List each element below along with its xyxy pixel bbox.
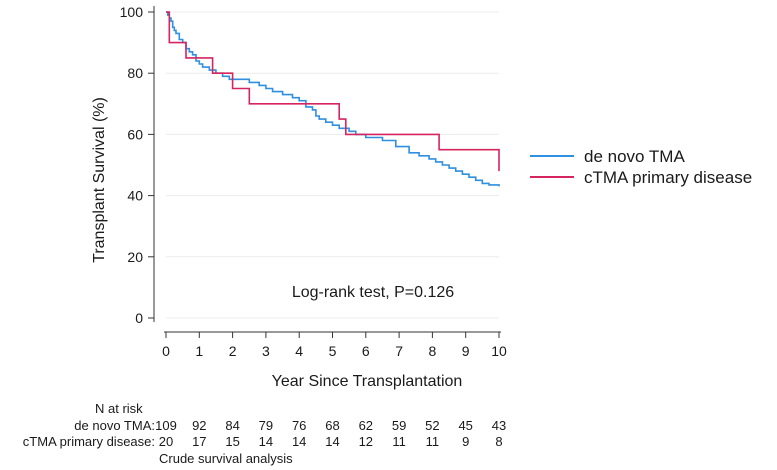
- x-tick-label: 7: [395, 343, 403, 359]
- x-tick-label: 10: [491, 343, 507, 359]
- y-axis-label: Transplant Survival (%): [91, 97, 108, 263]
- risk-row-label-de-novo: de novo TMA:: [74, 418, 155, 433]
- legend-label-de-novo: de novo TMA: [584, 147, 685, 166]
- risk-value: 20: [159, 434, 173, 449]
- risk-table: N at risk de novo TMA: cTMA primary dise…: [23, 401, 506, 466]
- logrank-annotation: Log-rank test, P=0.126: [292, 284, 454, 301]
- risk-value: 76: [292, 418, 306, 433]
- x-tick-label: 4: [295, 343, 303, 359]
- legend: de novo TMA cTMA primary disease: [530, 147, 752, 187]
- risk-value: 84: [225, 418, 239, 433]
- risk-value: 109: [155, 418, 177, 433]
- x-tick-label: 6: [362, 343, 370, 359]
- x-tick-label: 0: [162, 343, 170, 359]
- y-tick-label: 0: [135, 310, 143, 326]
- risk-value: 8: [495, 434, 502, 449]
- series-lines: [166, 11, 500, 187]
- x-tick-label: 9: [462, 343, 470, 359]
- risk-value: 62: [359, 418, 373, 433]
- axes: 0 20 40 60 80 100 0 1 2 3 4 5 6 7 8 9 10: [120, 4, 507, 359]
- risk-value: 79: [259, 418, 273, 433]
- risk-value: 92: [192, 418, 206, 433]
- y-tick-label: 20: [127, 249, 143, 265]
- risk-value: 11: [392, 434, 406, 449]
- x-tick-label: 8: [429, 343, 437, 359]
- risk-value: 14: [292, 434, 306, 449]
- risk-value: 59: [392, 418, 406, 433]
- legend-label-ctma: cTMA primary disease: [584, 168, 752, 187]
- risk-value: 45: [458, 418, 472, 433]
- y-tick-label: 60: [127, 126, 143, 142]
- risk-table-title: N at risk: [95, 401, 143, 416]
- risk-value: 17: [192, 434, 206, 449]
- risk-row-label-ctma: cTMA primary disease:: [23, 434, 155, 449]
- y-tick-label: 40: [127, 188, 143, 204]
- x-tick-label: 1: [195, 343, 203, 359]
- risk-values: 109 92 84 79 76 68 62 59 52 45 43 20 17 15 14 14 14 12 11 1…: [155, 418, 506, 449]
- x-axis-label: Year Since Transplantation: [272, 373, 463, 390]
- risk-value: 11: [426, 434, 440, 449]
- risk-value: 12: [359, 434, 373, 449]
- footnote: Crude survival analysis: [159, 451, 293, 466]
- x-tick-label: 5: [329, 343, 337, 359]
- x-tick-label: 2: [229, 343, 237, 359]
- risk-value: 68: [325, 418, 339, 433]
- risk-value: 14: [259, 434, 273, 449]
- y-tick-label: 80: [127, 65, 143, 81]
- x-tick-label: 3: [262, 343, 270, 359]
- risk-value: 9: [462, 434, 469, 449]
- y-tick-label: 100: [120, 4, 144, 20]
- risk-value: 43: [492, 418, 506, 433]
- risk-value: 52: [425, 418, 439, 433]
- series-line-1: [166, 11, 500, 172]
- risk-value: 15: [225, 434, 239, 449]
- risk-value: 14: [325, 434, 339, 449]
